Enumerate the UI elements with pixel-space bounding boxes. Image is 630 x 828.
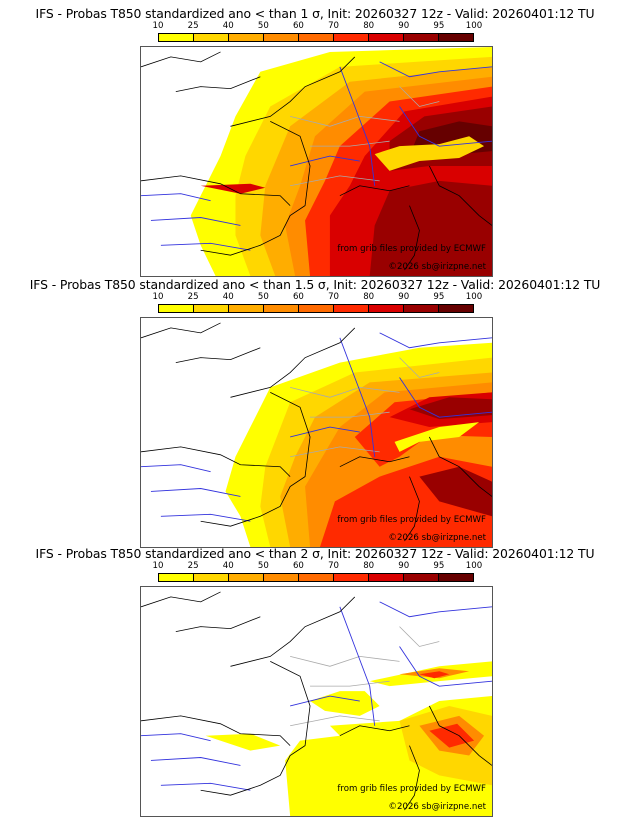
source-credit: from grib files provided by ECMWF (337, 784, 486, 794)
map-title: IFS - Probas T850 standardized ano < tha… (29, 277, 601, 292)
probability-map: from grib files provided by ECMWF ©2026 … (140, 586, 493, 817)
colorbar-segment (404, 574, 439, 581)
colorbar-segment (369, 305, 404, 312)
probability-contour (369, 180, 492, 276)
colorbar-ticks: 10 25 40 50 60 70 80 90 95 100 (153, 21, 483, 31)
colorbar-tick-label: 40 (222, 292, 234, 302)
colorbar-tick-label: 10 (152, 561, 164, 571)
colorbar-tick-label: 70 (328, 561, 340, 571)
colorbar-tick-label: 25 (187, 561, 199, 571)
colorbar-segment (229, 574, 264, 581)
colorbar-tick-label: 60 (292, 21, 304, 31)
map-title: IFS - Probas T850 standardized ano < tha… (35, 546, 595, 561)
colorbar-segment (194, 34, 229, 41)
colorbar-segment (159, 574, 194, 581)
colorbar-tick-label: 70 (328, 21, 340, 31)
colorbar-segment (194, 305, 229, 312)
colorbar-tick-label: 25 (187, 21, 199, 31)
colorbar-tick-label: 40 (222, 561, 234, 571)
probability-contour (419, 671, 450, 679)
map-canvas (141, 47, 492, 276)
colorbar-segment (299, 34, 334, 41)
colorbar-tick-label: 95 (433, 561, 445, 571)
colorbar-segment (229, 34, 264, 41)
probability-map: from grib files provided by ECMWF ©2026 … (140, 46, 493, 277)
coastline (141, 591, 492, 811)
probability-contour (394, 422, 480, 452)
colorbar-segment (334, 305, 369, 312)
rivers (141, 61, 492, 251)
colorbar-segment (404, 305, 439, 312)
admin-borders (290, 86, 440, 187)
colorbar-ticks: 10 25 40 50 60 70 80 90 95 100 (153, 292, 483, 302)
colorbar-tick-label: 50 (257, 292, 269, 302)
colorbar-segment (194, 574, 229, 581)
colorbar-segment (439, 574, 473, 581)
colorbar-segment (369, 574, 404, 581)
probability-contour (200, 183, 266, 194)
map-canvas (141, 591, 492, 816)
colorbar-tick-label: 95 (433, 292, 445, 302)
copyright-credit: ©2026 sb@irizpne.net (388, 802, 486, 812)
colorbar-segment (264, 574, 299, 581)
colorbar-tick-label: 10 (152, 292, 164, 302)
probability-map: from grib files provided by ECMWF ©2026 … (140, 317, 493, 548)
map-canvas (141, 322, 492, 547)
colorbar-segment (439, 305, 473, 312)
colorbar-tick-label: 100 (465, 292, 483, 302)
colorbar-tick-label: 60 (292, 561, 304, 571)
colorbar-tick-label: 100 (465, 561, 483, 571)
colorbar-segment (229, 305, 264, 312)
coastline (141, 51, 492, 271)
colorbar-tick-label: 80 (363, 21, 375, 31)
coastline (141, 322, 492, 542)
colorbar-tick-label: 95 (433, 21, 445, 31)
panel-2-sigma: IFS - Probas T850 standardized ano < tha… (0, 546, 630, 818)
colorbar-tick-label: 60 (292, 292, 304, 302)
colorbar-tick-label: 10 (152, 21, 164, 31)
colorbar-segment (264, 305, 299, 312)
probability-contour (419, 466, 492, 517)
probability-contour (429, 723, 475, 748)
colorbar-segment (439, 34, 473, 41)
copyright-credit: ©2026 sb@irizpne.net (388, 533, 486, 543)
panel-1-5-sigma: IFS - Probas T850 standardized ano < tha… (0, 277, 630, 549)
copyright-credit: ©2026 sb@irizpne.net (388, 262, 486, 272)
probability-contour (409, 397, 492, 420)
colorbar-tick-label: 80 (363, 292, 375, 302)
colorbar-segment (369, 34, 404, 41)
colorbar-tick-label: 70 (328, 292, 340, 302)
panel-1-sigma: IFS - Probas T850 standardized ano < tha… (0, 6, 630, 278)
colorbar-segment (159, 34, 194, 41)
colorbar-ticks: 10 25 40 50 60 70 80 90 95 100 (153, 561, 483, 571)
map-title: IFS - Probas T850 standardized ano < tha… (35, 6, 595, 21)
colorbar-segment (159, 305, 194, 312)
admin-borders (290, 357, 440, 458)
colorbar-tick-label: 90 (398, 21, 410, 31)
colorbar (158, 573, 474, 582)
colorbar (158, 304, 474, 313)
colorbar-tick-label: 25 (187, 292, 199, 302)
colorbar-tick-label: 90 (398, 292, 410, 302)
admin-borders (290, 626, 440, 727)
colorbar-segment (264, 34, 299, 41)
colorbar-tick-label: 50 (257, 21, 269, 31)
colorbar-tick-label: 80 (363, 561, 375, 571)
source-credit: from grib files provided by ECMWF (337, 244, 486, 254)
probability-contour (310, 691, 380, 716)
source-credit: from grib files provided by ECMWF (337, 515, 486, 525)
colorbar-tick-label: 40 (222, 21, 234, 31)
colorbar-segment (334, 34, 369, 41)
colorbar-tick-label: 50 (257, 561, 269, 571)
colorbar-segment (334, 574, 369, 581)
colorbar-tick-label: 100 (465, 21, 483, 31)
probability-contour (205, 733, 281, 751)
colorbar-segment (299, 305, 334, 312)
colorbar-segment (299, 574, 334, 581)
colorbar-segment (404, 34, 439, 41)
colorbar (158, 33, 474, 42)
rivers (141, 332, 492, 522)
rivers (141, 601, 492, 791)
colorbar-tick-label: 90 (398, 561, 410, 571)
